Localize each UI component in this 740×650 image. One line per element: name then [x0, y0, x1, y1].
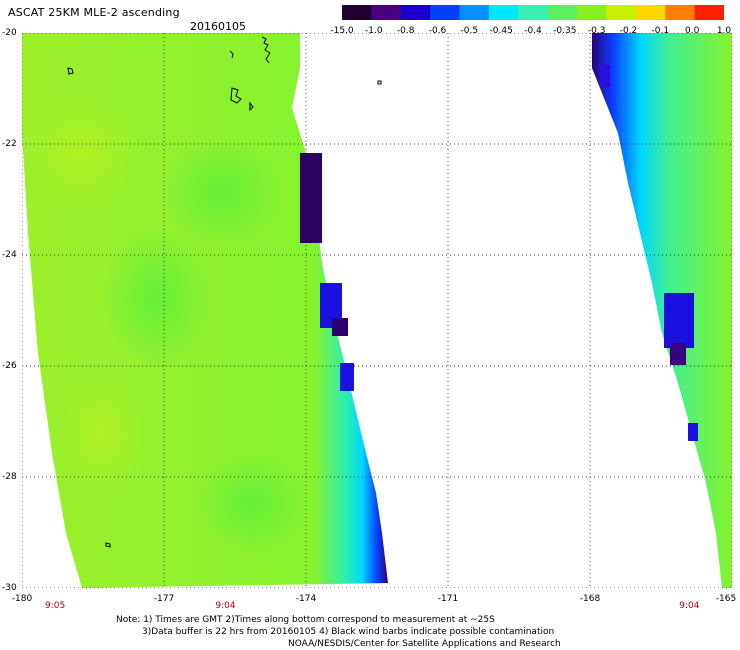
colorbar-swatch: [694, 5, 724, 20]
colorbar-swatch: [488, 5, 519, 20]
latitude-tick-label: -30: [2, 583, 17, 593]
low-value-pocket: [320, 283, 342, 328]
wind-area-dark: [102, 228, 212, 368]
colorbar-swatch: [342, 5, 372, 20]
wind-area-dark: [162, 138, 282, 248]
low-value-pocket: [670, 343, 686, 365]
colorbar-tick-label: -0.6: [428, 26, 447, 36]
colorbar-swatch: [665, 5, 696, 20]
colorbar-tick-label: -0.2: [619, 26, 638, 36]
note-line-1: Note: 1) Times are GMT 2)Times along bot…: [116, 615, 495, 625]
measurement-time-label: 9:05: [45, 601, 66, 611]
map-plot: [22, 33, 732, 588]
longitude-tick-label: -177: [153, 594, 175, 604]
colorbar-swatch: [606, 5, 637, 20]
measurement-time-label: 9:04: [215, 601, 236, 611]
colorbar-tick-label: -0.35: [553, 26, 577, 36]
colorbar-swatch: [430, 5, 461, 20]
colorbar-swatch: [459, 5, 490, 20]
colorbar-tick-label: -15.0: [330, 26, 354, 36]
low-value-pocket: [332, 318, 348, 336]
latitude-tick-label: -26: [2, 361, 17, 371]
colorbar-swatch: [371, 5, 402, 20]
right-swath: [592, 33, 732, 588]
longitude-tick-label: -168: [579, 594, 601, 604]
colorbar-tick-label: -0.1: [651, 26, 670, 36]
longitude-tick-label: -165: [715, 594, 737, 604]
latitude-tick-label: -24: [2, 250, 17, 260]
measurement-time-label: 9:04: [679, 601, 700, 611]
colorbar-tick-label: -0.4: [524, 26, 542, 36]
colorbar-swatch: [577, 5, 607, 20]
latitude-tick-label: -28: [2, 472, 17, 482]
colorbar-swatch: [518, 5, 549, 20]
latitude-tick-label: -20: [2, 28, 17, 38]
low-value-pocket: [664, 293, 694, 348]
colorbar-swatch: [635, 5, 666, 20]
latitude-tick-label: -22: [2, 139, 17, 149]
wind-area-dark: [197, 453, 307, 553]
low-value-pocket: [600, 65, 610, 87]
colorbar-tick-label: 1.0: [716, 26, 732, 36]
colorbar-tick-label: -0.45: [489, 26, 513, 36]
colorbar-swatch: [400, 5, 431, 20]
wind-area-light: [27, 93, 137, 213]
low-value-pocket: [300, 153, 322, 243]
low-value-pocket: [688, 423, 698, 441]
colorbar-tick-label: -0.5: [460, 26, 479, 36]
note-line-2: 3)Data buffer is 22 hrs from 20160105 4)…: [142, 627, 555, 637]
wind-area-light: [57, 373, 147, 493]
colorbar-tick-label: -0.8: [396, 26, 415, 36]
longitude-tick-label: -180: [11, 594, 33, 604]
colorbar-tick-label: -1.0: [365, 26, 383, 36]
map-gridlines: [22, 33, 732, 588]
colorbar: [342, 5, 724, 20]
island-outlines: [67, 36, 382, 548]
colorbar-swatch: [547, 5, 578, 20]
longitude-tick-label: -174: [295, 594, 317, 604]
note-line-3: NOAA/NESDIS/Center for Satellite Applica…: [288, 639, 561, 649]
colorbar-tick-label: 0.0: [684, 26, 700, 36]
image-title: ASCAT 25KM MLE-2 ascending: [8, 6, 180, 19]
low-value-pocket: [340, 363, 354, 391]
image-date: 20160105: [190, 20, 246, 33]
colorbar-tick-label: -0.3: [587, 26, 606, 36]
longitude-tick-label: -171: [437, 594, 459, 604]
